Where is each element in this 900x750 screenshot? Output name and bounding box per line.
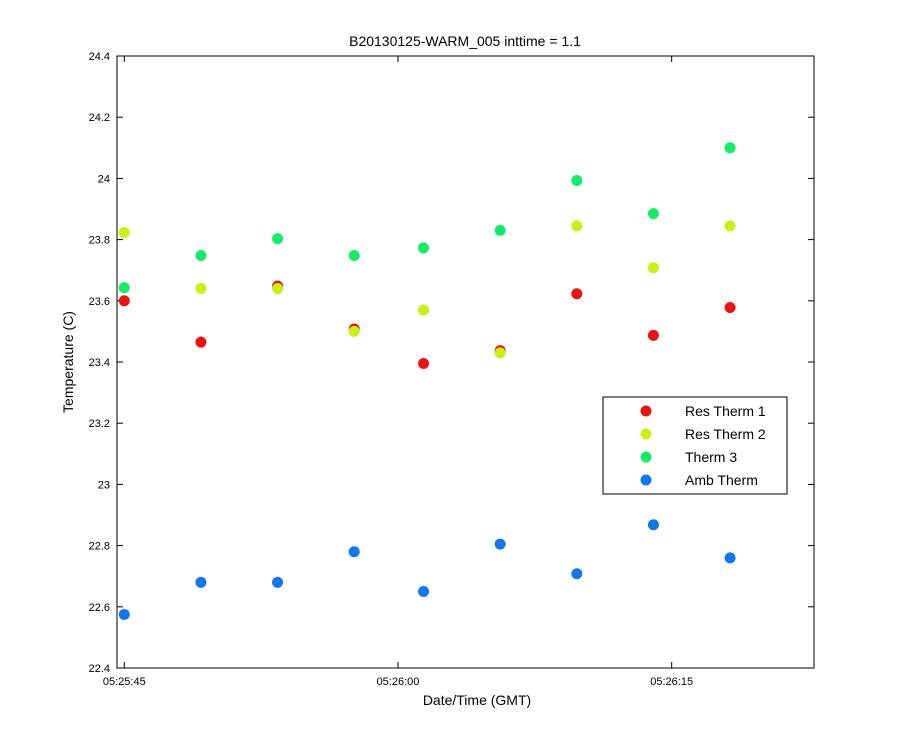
data-point <box>724 142 736 154</box>
data-point <box>118 227 130 239</box>
data-point <box>647 262 659 274</box>
data-point <box>494 538 506 550</box>
x-axis-title: Date/Time (GMT) <box>423 692 531 708</box>
data-point <box>118 608 130 620</box>
y-tick-label: 23.8 <box>89 235 110 247</box>
legend-marker <box>640 451 652 463</box>
data-point <box>195 576 207 588</box>
data-point <box>647 208 659 220</box>
legend: Res Therm 1 Res Therm 2 Therm 3 Amb Therm <box>602 396 788 495</box>
y-tick-label: 23 <box>98 479 110 491</box>
data-point <box>571 220 583 232</box>
data-point <box>272 233 284 245</box>
x-tick-label: 05:26:15 <box>650 676 693 688</box>
y-tick-label: 22.8 <box>89 541 110 553</box>
data-point <box>418 242 430 254</box>
plot-area <box>116 55 815 669</box>
y-tick-label: 23.4 <box>89 357 110 369</box>
y-axis-title: Temperature (C) <box>60 311 76 413</box>
data-point <box>195 336 207 348</box>
x-axis: 05:25:45 05:26:00 05:26:15 <box>103 56 693 688</box>
data-point <box>494 347 506 359</box>
legend-label: Res Therm 2 <box>685 426 766 442</box>
data-point <box>647 329 659 341</box>
data-point <box>418 586 430 597</box>
data-point <box>571 568 583 580</box>
legend-marker <box>640 428 652 440</box>
data-point <box>647 519 659 531</box>
data-point <box>118 295 130 307</box>
data-point <box>724 552 736 564</box>
data-point <box>272 283 284 295</box>
y-tick-label: 23.2 <box>89 418 110 430</box>
y-tick-label: 24 <box>98 173 110 185</box>
data-point <box>418 358 430 370</box>
data-point <box>348 325 360 337</box>
y-tick-label: 22.4 <box>89 663 110 675</box>
data-point <box>272 576 284 588</box>
y-tick-label: 23.6 <box>89 296 110 308</box>
legend-label: Res Therm 1 <box>685 403 766 419</box>
data-point <box>348 546 360 558</box>
data-point <box>571 175 583 187</box>
legend-label: Amb Therm <box>685 472 758 488</box>
y-tick-label: 22.6 <box>89 602 110 614</box>
x-tick-label: 05:25:45 <box>103 676 146 688</box>
data-point <box>494 224 506 236</box>
series-therm-3 <box>118 142 736 294</box>
series-amb-therm <box>118 519 736 620</box>
x-tick-label: 05:26:00 <box>377 676 420 688</box>
data-point <box>195 250 207 262</box>
data-point <box>418 304 430 316</box>
data-point <box>724 302 736 314</box>
y-tick-label: 24.4 <box>89 51 110 63</box>
data-point <box>571 288 583 300</box>
legend-box <box>602 396 788 495</box>
legend-label: Therm 3 <box>685 449 737 465</box>
legend-marker <box>640 474 652 486</box>
y-tick-label: 24.2 <box>89 112 110 124</box>
legend-marker <box>640 405 652 417</box>
data-points <box>118 142 736 620</box>
data-point <box>724 220 736 232</box>
data-point <box>195 283 207 295</box>
data-point <box>118 282 130 294</box>
series-res-therm-2 <box>118 220 736 359</box>
data-point <box>348 250 360 262</box>
chart-title: B20130125-WARM_005 inttime = 1.1 <box>349 33 581 49</box>
